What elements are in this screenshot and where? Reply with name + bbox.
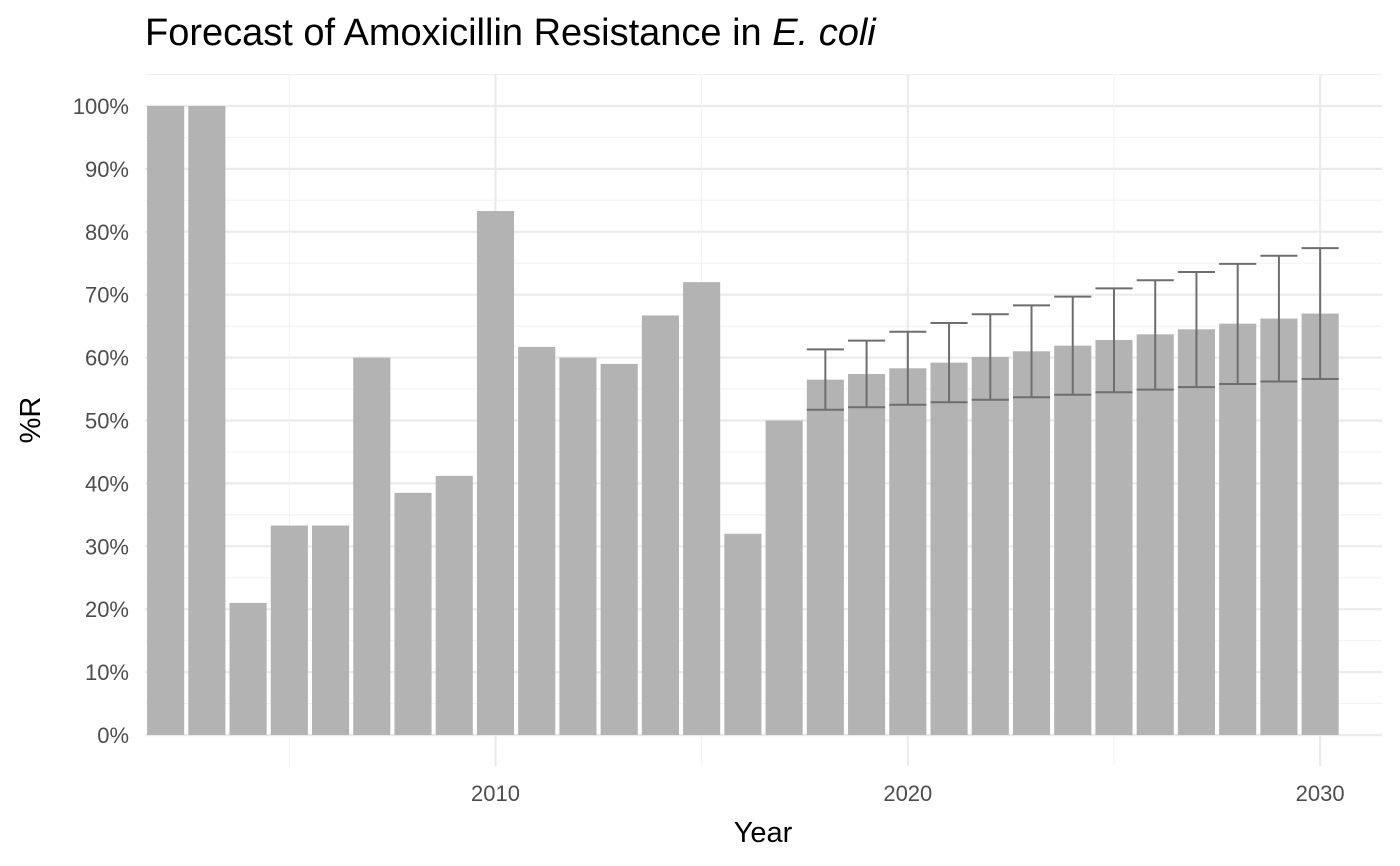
x-axis-title: Year <box>734 817 793 849</box>
bar-2018 <box>806 379 844 735</box>
bar-2007 <box>353 357 391 735</box>
bar-2021 <box>930 362 968 735</box>
bar-2008 <box>394 492 432 735</box>
bar-2013 <box>600 363 638 735</box>
bar-2028 <box>1219 323 1257 735</box>
y-tick-label: 40% <box>85 471 129 496</box>
y-tick-label: 70% <box>85 283 129 308</box>
bar-2015 <box>683 282 721 735</box>
bars <box>147 106 1339 736</box>
y-tick-label: 30% <box>85 534 129 559</box>
y-tick-label: 50% <box>85 409 129 434</box>
bar-2010 <box>476 211 515 736</box>
bar-2030 <box>1301 313 1339 735</box>
y-tick-label: 10% <box>85 660 129 685</box>
bar-2026 <box>1136 334 1174 735</box>
bar-2014 <box>641 315 679 735</box>
y-tick-label: 100% <box>73 94 129 119</box>
y-tick-label: 80% <box>85 220 129 245</box>
error-bars <box>806 247 1339 411</box>
bar-2016 <box>724 533 762 735</box>
y-axis-title: %R <box>15 397 47 444</box>
y-tick-label: 60% <box>85 346 129 371</box>
bar-2024 <box>1054 345 1092 735</box>
bar-2004 <box>229 602 267 735</box>
x-axis-ticks: 2010 2020 2030 <box>471 781 1345 806</box>
y-tick-label: 90% <box>85 157 129 182</box>
chart-title-italic: E. coli <box>772 12 876 54</box>
bar-2011 <box>518 346 556 735</box>
chart-title: Forecast of Amoxicillin Resistance in E.… <box>145 12 876 55</box>
x-tick-label: 2020 <box>883 781 932 806</box>
bar-2027 <box>1177 329 1216 735</box>
bar-2020 <box>889 368 927 735</box>
x-tick-label: 2030 <box>1296 781 1345 806</box>
bar-2012 <box>559 357 597 735</box>
bar-2029 <box>1260 318 1298 735</box>
bar-2022 <box>971 356 1009 735</box>
x-tick-label: 2010 <box>471 781 520 806</box>
y-tick-label: 20% <box>85 597 129 622</box>
bar-2002 <box>147 106 185 735</box>
bar-2005 <box>270 525 308 735</box>
bar-2019 <box>848 373 886 735</box>
chart-title-main: Forecast of Amoxicillin Resistance in <box>145 12 773 54</box>
bar-2006 <box>311 525 350 735</box>
bar-2003 <box>188 106 226 735</box>
bar-2009 <box>435 475 473 735</box>
bar-2017 <box>765 420 803 735</box>
bar-2023 <box>1012 351 1051 735</box>
bar-2025 <box>1095 339 1133 735</box>
y-tick-label: 0% <box>97 723 129 748</box>
y-axis-ticks: 0% 10% 20% 30% 40% 50% 60% 70% 80% 90% 100% <box>73 94 129 748</box>
